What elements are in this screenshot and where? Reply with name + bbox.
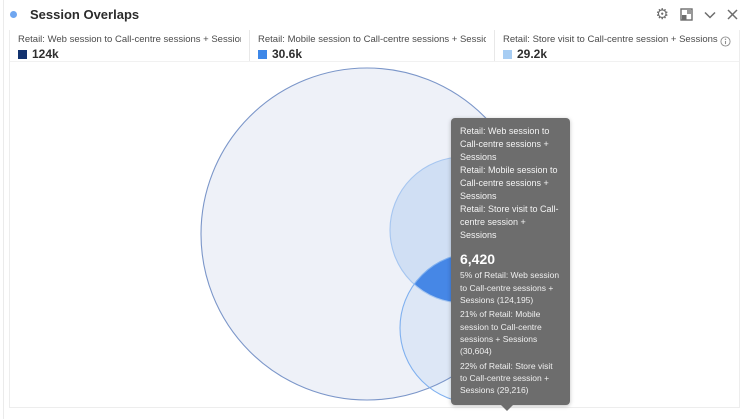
legend-label: Retail: Web session to Call-centre sessi…: [18, 34, 241, 45]
venn-chart: [200, 67, 551, 404]
legend-item-mobile[interactable]: Retail: Mobile session to Call-centre se…: [249, 30, 494, 61]
venn-chart-area: Retail: Web session to Call-centre sessi…: [10, 62, 739, 411]
info-icon[interactable]: [720, 34, 731, 52]
tooltip-value: 6,420: [460, 251, 496, 268]
panel-title: Session Overlaps: [30, 7, 140, 22]
tooltip-breakdown-line: 22% of Retail: Store visit to Call-centr…: [460, 360, 553, 396]
tooltip-set-name: Retail: Store visit to Call-centre sessi…: [460, 204, 559, 241]
legend-swatch: [18, 49, 27, 59]
gear-icon[interactable]: ⚙︎: [655, 6, 669, 23]
tooltip-set-name: Retail: Mobile session to Call-centre se…: [460, 165, 558, 202]
venn-circle-web[interactable]: [201, 68, 533, 400]
panel-header: Session Overlaps ⚙︎: [0, 0, 750, 30]
legend-label: Retail: Store visit to Call-centre sessi…: [503, 34, 718, 45]
legend-value: 30.6k: [272, 47, 303, 61]
visualization-panel: Retail: Web session to Call-centre sessi…: [9, 30, 740, 411]
header-icon-bar: ⚙︎: [656, 7, 738, 22]
tooltip-breakdown-line: 5% of Retail: Web session to Call-centre…: [460, 270, 560, 306]
legend-swatch: [258, 49, 267, 59]
legend-value: 29.2k: [517, 47, 548, 61]
panel-left-rail: [3, 0, 4, 419]
venn-tooltip: Retail: Web session to Call-centre sessi…: [451, 118, 570, 411]
legend-item-store[interactable]: Retail: Store visit to Call-centre sessi…: [494, 30, 739, 61]
tooltip-breakdown-line: 21% of Retail: Mobile session to Call-ce…: [460, 309, 542, 357]
legend-row: Retail: Web session to Call-centre sessi…: [10, 30, 739, 62]
legend-item-web[interactable]: Retail: Web session to Call-centre sessi…: [10, 30, 249, 61]
export-image-icon[interactable]: [680, 8, 693, 21]
legend-label: Retail: Mobile session to Call-centre se…: [258, 34, 486, 45]
legend-swatch: [503, 49, 512, 59]
legend-value: 124k: [32, 47, 59, 61]
tooltip-set-name: Retail: Web session to Call-centre sessi…: [460, 126, 550, 163]
close-icon[interactable]: [727, 9, 738, 20]
panel-accent-dot: [10, 11, 17, 18]
chevron-down-icon[interactable]: [704, 11, 716, 19]
